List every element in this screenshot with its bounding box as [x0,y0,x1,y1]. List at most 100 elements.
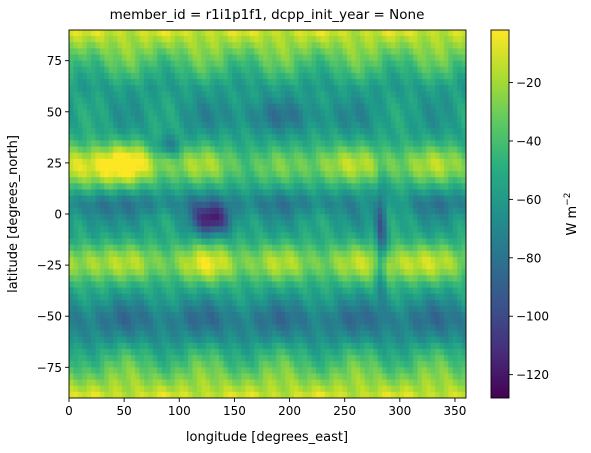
heatmap-cell [157,232,163,240]
heatmap-cell [293,201,299,209]
heatmap-cell [373,312,379,319]
heatmap-cell [373,66,379,74]
heatmap-cell [157,250,163,258]
heatmap-cell [311,312,317,319]
heatmap-cell [391,103,397,111]
heatmap-cell [408,79,414,86]
heatmap-cell [338,72,344,80]
heatmap-cell [417,42,423,49]
heatmap-cell [316,299,322,307]
heatmap-cell [320,244,326,252]
heatmap-cell [166,330,172,338]
heatmap-cell [73,183,79,191]
heatmap-cell [408,134,414,141]
heatmap-cell [443,171,449,178]
heatmap-cell [245,293,251,301]
heatmap-cell [408,361,414,368]
heatmap-cell [254,238,260,246]
heatmap-cell [86,348,92,356]
heatmap-cell [227,318,233,325]
heatmap-cell [373,299,379,307]
heatmap-cell [417,299,423,307]
heatmap-cell [368,122,374,129]
heatmap-cell [95,367,101,375]
heatmap-cell [439,361,445,368]
heatmap-cell [271,164,277,172]
heatmap-cell [373,214,379,221]
heatmap-cell [426,281,432,289]
heatmap-cell [329,250,335,258]
heatmap-cell [139,195,145,203]
heatmap-cell [232,293,238,301]
heatmap-cell [448,195,454,203]
heatmap-cell [368,330,374,338]
heatmap-cell [364,171,370,178]
heatmap-cell [161,226,167,233]
heatmap-cell [439,48,445,56]
heatmap-cell [135,361,141,368]
heatmap-cell [170,306,176,313]
heatmap-cell [329,140,335,148]
heatmap-cell [77,42,83,49]
heatmap-cell [73,91,79,99]
heatmap-cell [69,226,75,233]
heatmap-cell [201,275,207,283]
heatmap-cell [157,256,163,264]
heatmap-cell [280,189,286,197]
heatmap-cell [448,30,454,37]
heatmap-cell [95,115,101,123]
heatmap-cell [157,60,163,68]
heatmap-cell [183,36,189,43]
heatmap-cell [143,42,149,49]
heatmap-cell [395,60,401,68]
heatmap-cell [461,238,466,246]
heatmap-cell [188,299,194,307]
heatmap-cell [373,146,379,154]
heatmap-cell [391,54,397,62]
heatmap-cell [241,66,247,74]
heatmap-cell [249,54,255,62]
heatmap-cell [108,226,114,233]
heatmap-cell [148,42,154,49]
heatmap-cell [117,30,123,37]
heatmap-cell [227,232,233,240]
heatmap-cell [408,60,414,68]
heatmap-cell [404,226,410,233]
heatmap-cell [157,171,163,178]
heatmap-cell [232,109,238,117]
heatmap-cell [280,122,286,129]
heatmap-cell [223,48,229,56]
heatmap-cell [77,109,83,117]
heatmap-cell [404,128,410,135]
heatmap-cell [452,177,458,184]
heatmap-cell [174,128,180,135]
heatmap-cell [166,128,172,135]
heatmap-cell [95,189,101,197]
heatmap-cell [452,30,458,37]
heatmap-cell [263,348,269,356]
heatmap-cell [443,177,449,184]
heatmap-cell [342,60,348,68]
heatmap-cell [452,312,458,319]
heatmap-cell [82,128,88,135]
heatmap-cell [373,256,379,264]
heatmap-cell [69,115,75,123]
heatmap-cell [249,36,255,43]
heatmap-cell [77,30,83,37]
heatmap-cell [174,275,180,283]
heatmap-cell [183,97,189,105]
heatmap-cell [99,336,105,344]
heatmap-cell [232,306,238,313]
heatmap-cell [227,256,233,264]
heatmap-cell [285,164,291,172]
heatmap-cell [161,54,167,62]
heatmap-cell [461,355,466,362]
heatmap-cell [95,355,101,362]
heatmap-cell [214,183,220,191]
heatmap-cell [364,115,370,123]
heatmap-cell [271,275,277,283]
heatmap-cell [126,355,132,362]
heatmap-cell [205,122,211,129]
heatmap-cell [170,299,176,307]
heatmap-cell [258,152,264,160]
